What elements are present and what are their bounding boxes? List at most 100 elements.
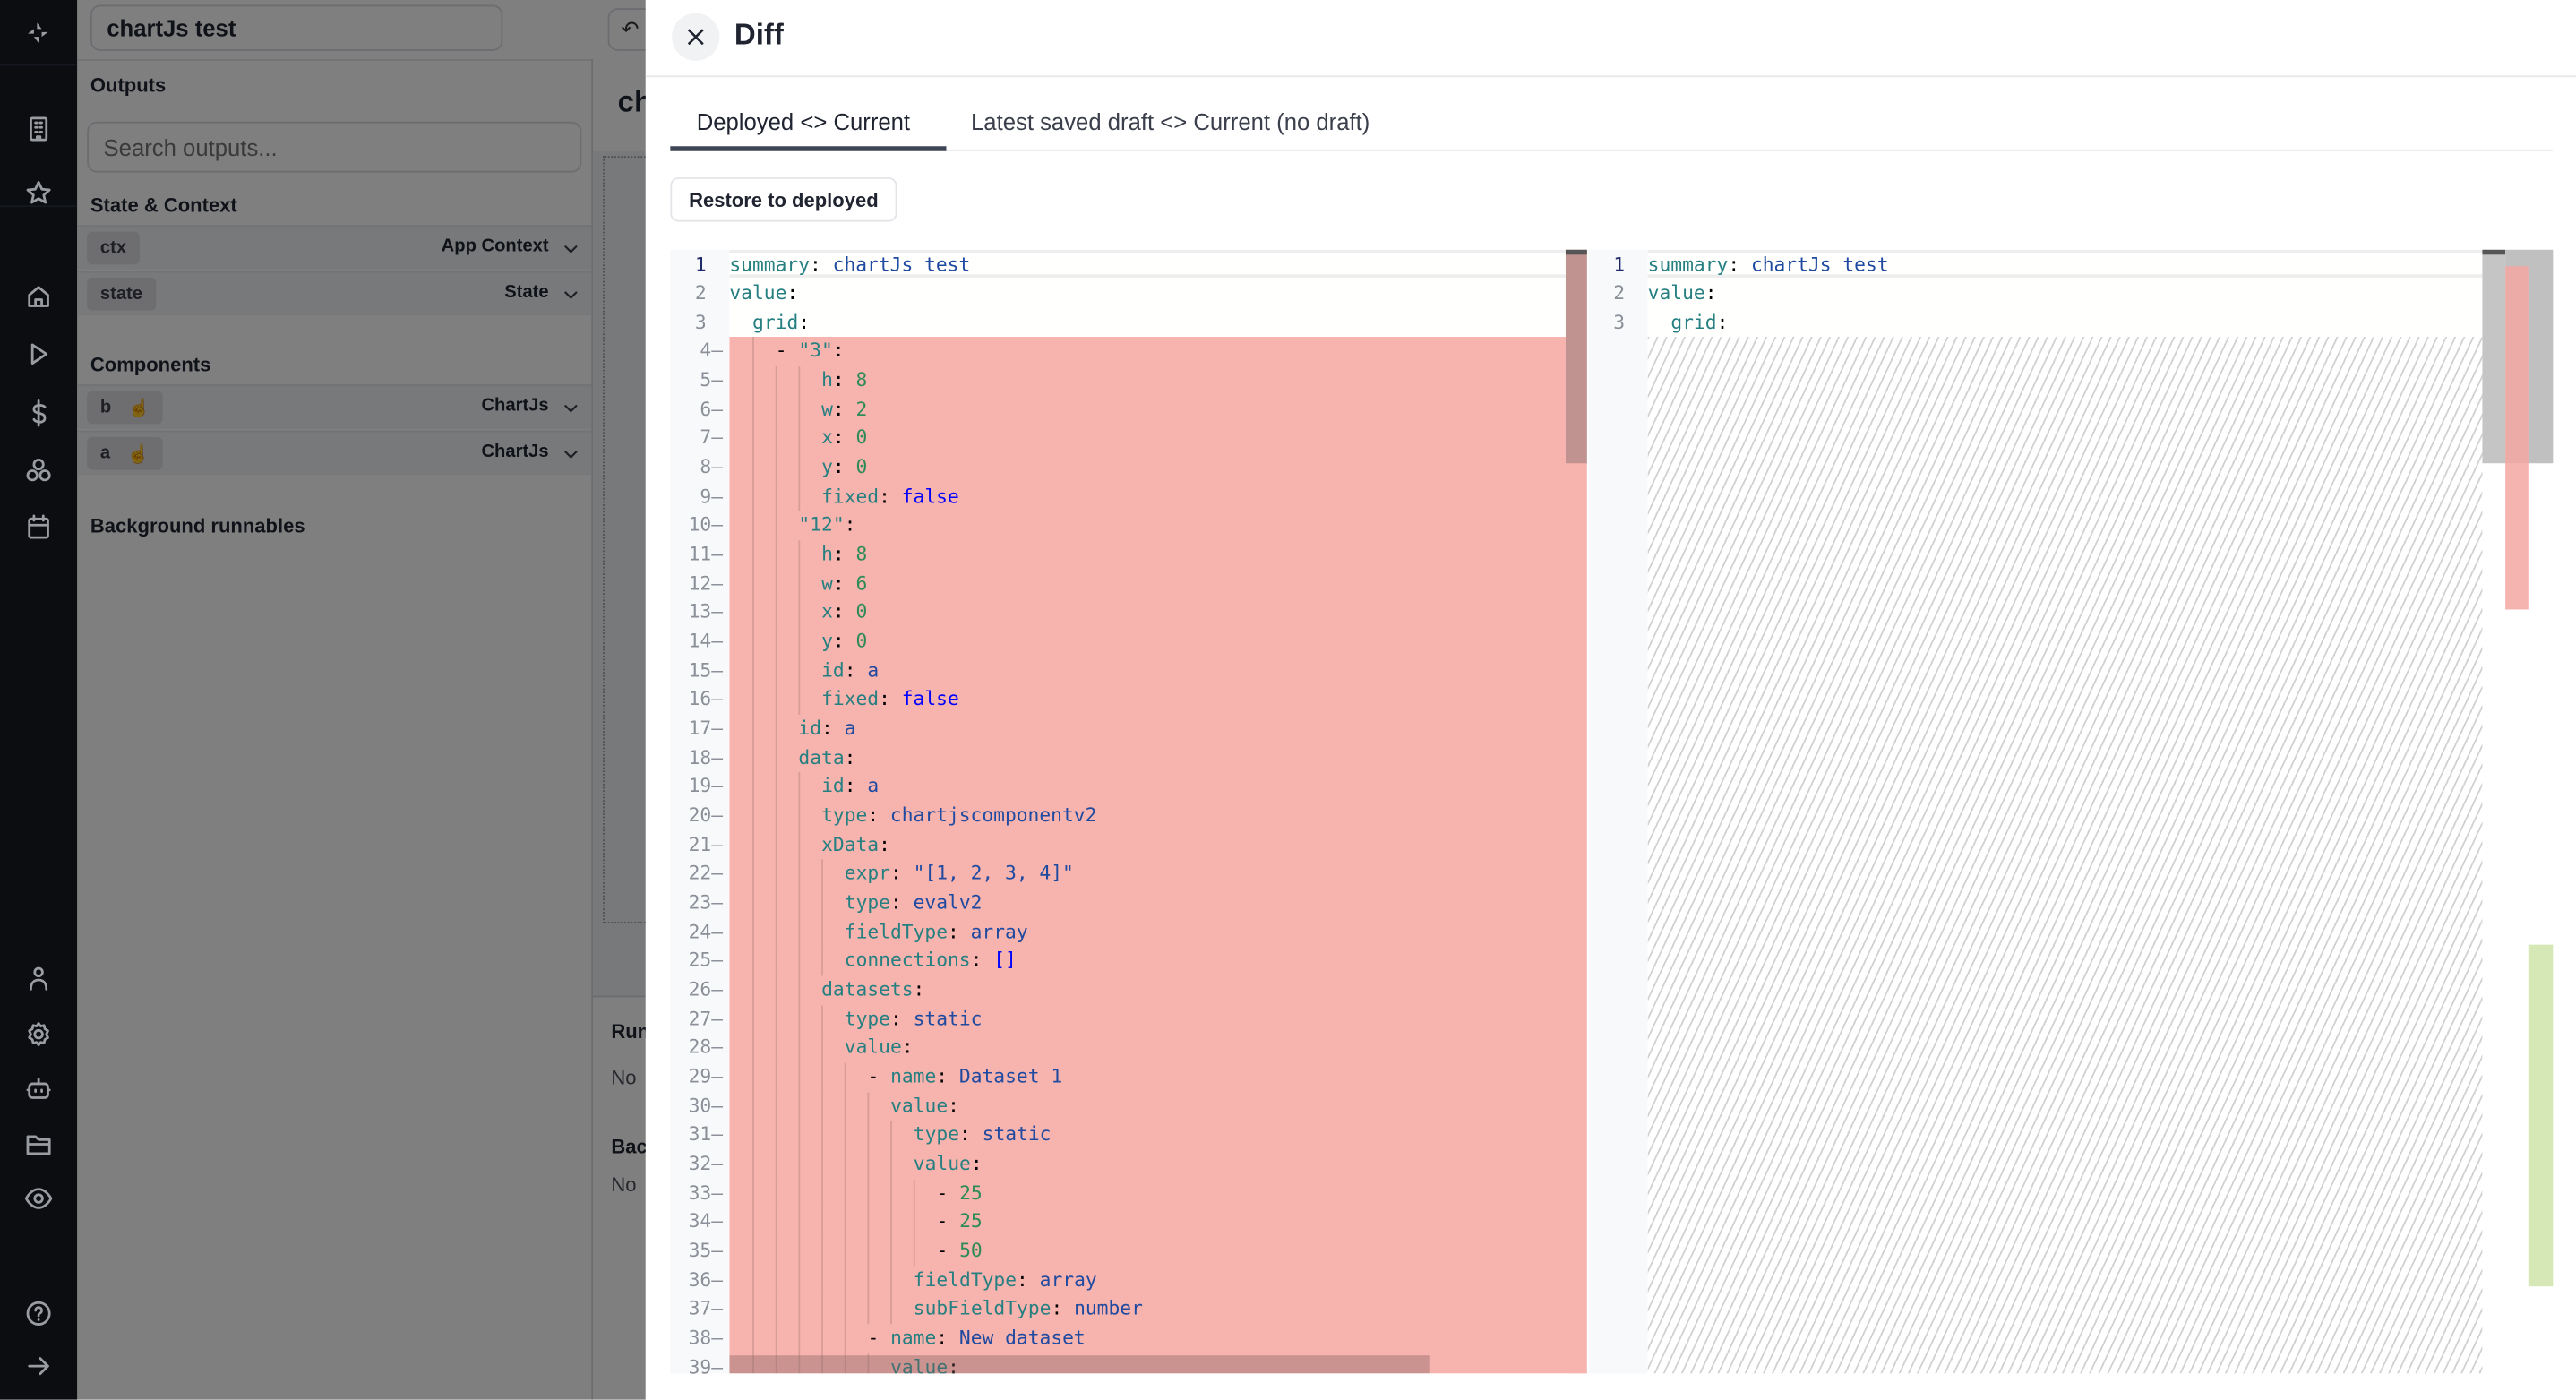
modified-scrollbar[interactable]: [2482, 249, 2506, 1374]
modal-overlay[interactable]: [0, 0, 646, 1400]
home-icon[interactable]: [25, 282, 53, 310]
yaml-punct: :: [936, 1064, 959, 1088]
close-button[interactable]: [672, 13, 720, 61]
calendar-icon[interactable]: [25, 514, 53, 542]
dollar-icon[interactable]: [25, 399, 53, 427]
indent-guide: [890, 1121, 892, 1150]
indent-guide: [752, 482, 754, 512]
user-icon[interactable]: [25, 965, 53, 992]
yaml-value: 0: [855, 455, 868, 478]
yaml-key: id: [798, 716, 822, 740]
scrollbar-thumb[interactable]: [2482, 249, 2506, 464]
code-line: x: 0: [729, 425, 867, 453]
eye-icon[interactable]: [24, 1184, 53, 1212]
restore-to-deployed-button[interactable]: Restore to deployed: [670, 177, 897, 222]
code-line: value:: [729, 1150, 983, 1179]
yaml-key: id: [821, 774, 845, 798]
tab-divider: [670, 149, 2554, 151]
indent-guide: [775, 598, 777, 628]
yaml-key: expr: [844, 861, 890, 885]
line-number: 6—: [700, 397, 724, 421]
line-number: 7—: [700, 425, 724, 450]
yaml-punct: -: [867, 1326, 891, 1349]
bot-icon[interactable]: [25, 1075, 53, 1103]
indent-guide: [752, 1324, 754, 1353]
line-number: 2: [694, 280, 707, 305]
yaml-key: value: [890, 1354, 949, 1374]
tab-deployed-current[interactable]: Deployed <> Current: [696, 108, 911, 135]
original-scrollbar[interactable]: [1565, 249, 1587, 1374]
help-icon[interactable]: [25, 1300, 53, 1327]
indent-guide: [821, 1121, 823, 1150]
line-number: 36—: [688, 1267, 724, 1291]
cubes-icon[interactable]: [25, 457, 53, 485]
rail-icons: [0, 0, 77, 1400]
tab-draft-current[interactable]: Latest saved draft <> Current (no draft): [971, 108, 1370, 135]
yaml-value: array: [1039, 1267, 1097, 1291]
line-number: 33—: [688, 1181, 724, 1204]
folder-icon[interactable]: [25, 1130, 53, 1158]
yaml-punct: :: [948, 1093, 959, 1117]
indent-guide: [867, 1237, 870, 1267]
scrollbar-thumb[interactable]: [1565, 249, 1587, 464]
line-number: 1: [694, 252, 707, 276]
indent-guide: [752, 1266, 754, 1295]
gear-icon[interactable]: [25, 1020, 53, 1048]
indent-guide: [798, 889, 801, 918]
line-number: 22—: [688, 861, 724, 885]
yaml-key: y: [821, 629, 833, 653]
indent-guide: [752, 743, 754, 773]
yaml-punct: :: [879, 687, 902, 711]
code-line: subFieldType: number: [729, 1295, 1143, 1324]
indent-guide: [798, 453, 801, 483]
yaml-punct: :: [1716, 310, 1729, 333]
code-line: data:: [729, 743, 855, 772]
indent-guide: [798, 1294, 801, 1325]
yaml-key: h: [821, 542, 833, 566]
code-line: value:: [729, 1092, 959, 1121]
indent-guide: [821, 1149, 823, 1180]
code-line: "12":: [729, 511, 855, 540]
yaml-punct: :: [867, 803, 890, 827]
star-icon[interactable]: [25, 179, 53, 207]
yaml-punct: :: [844, 774, 868, 798]
code-line: id: a: [729, 657, 879, 685]
arrow-right-icon[interactable]: [25, 1353, 53, 1380]
windmill-logo-icon[interactable]: [25, 20, 53, 47]
yaml-value: 0: [855, 425, 868, 450]
yaml-punct: :: [844, 658, 868, 682]
indent-guide: [844, 1121, 846, 1150]
indent-guide: [798, 859, 801, 889]
yaml-value: "[1, 2, 3, 4]": [913, 861, 1074, 885]
drawer-title: Diff: [734, 18, 784, 51]
code-line: h: 8: [729, 541, 867, 570]
building-icon[interactable]: [25, 115, 53, 142]
diff-overview-ruler[interactable]: [2505, 249, 2554, 1374]
yaml-key: x: [821, 600, 833, 623]
yaml-punct: :: [832, 571, 856, 595]
yaml-punct: :: [959, 1122, 983, 1146]
yaml-key: value: [729, 280, 787, 305]
indent-guide: [752, 395, 754, 425]
indent-guide: [752, 772, 754, 803]
yaml-value: a: [867, 658, 880, 682]
indent-guide: [752, 975, 754, 1005]
play-icon[interactable]: [25, 340, 53, 368]
code-line: fieldType: array: [729, 1266, 1097, 1294]
indent-guide: [798, 482, 801, 512]
indent-guide: [775, 1062, 777, 1093]
line-number: 25—: [688, 948, 724, 972]
indent-guide: [890, 1179, 892, 1208]
code-line: fixed: false: [729, 483, 959, 511]
yaml-key: id: [821, 658, 845, 682]
line-number: 20—: [688, 803, 724, 827]
original-editor[interactable]: summary: chartJs test value: grid: - "3": h:…: [729, 249, 1566, 1374]
line-number: 19—: [688, 774, 724, 798]
yaml-punct: :: [832, 425, 856, 450]
modified-editor[interactable]: summary: chartJs test value: grid:: [1647, 249, 2483, 1374]
yaml-punct: -: [936, 1181, 960, 1204]
indent-guide: [775, 917, 777, 948]
yaml-punct: :: [970, 1151, 983, 1175]
yaml-punct: :: [1704, 280, 1717, 305]
indent-guide: [844, 1294, 846, 1325]
